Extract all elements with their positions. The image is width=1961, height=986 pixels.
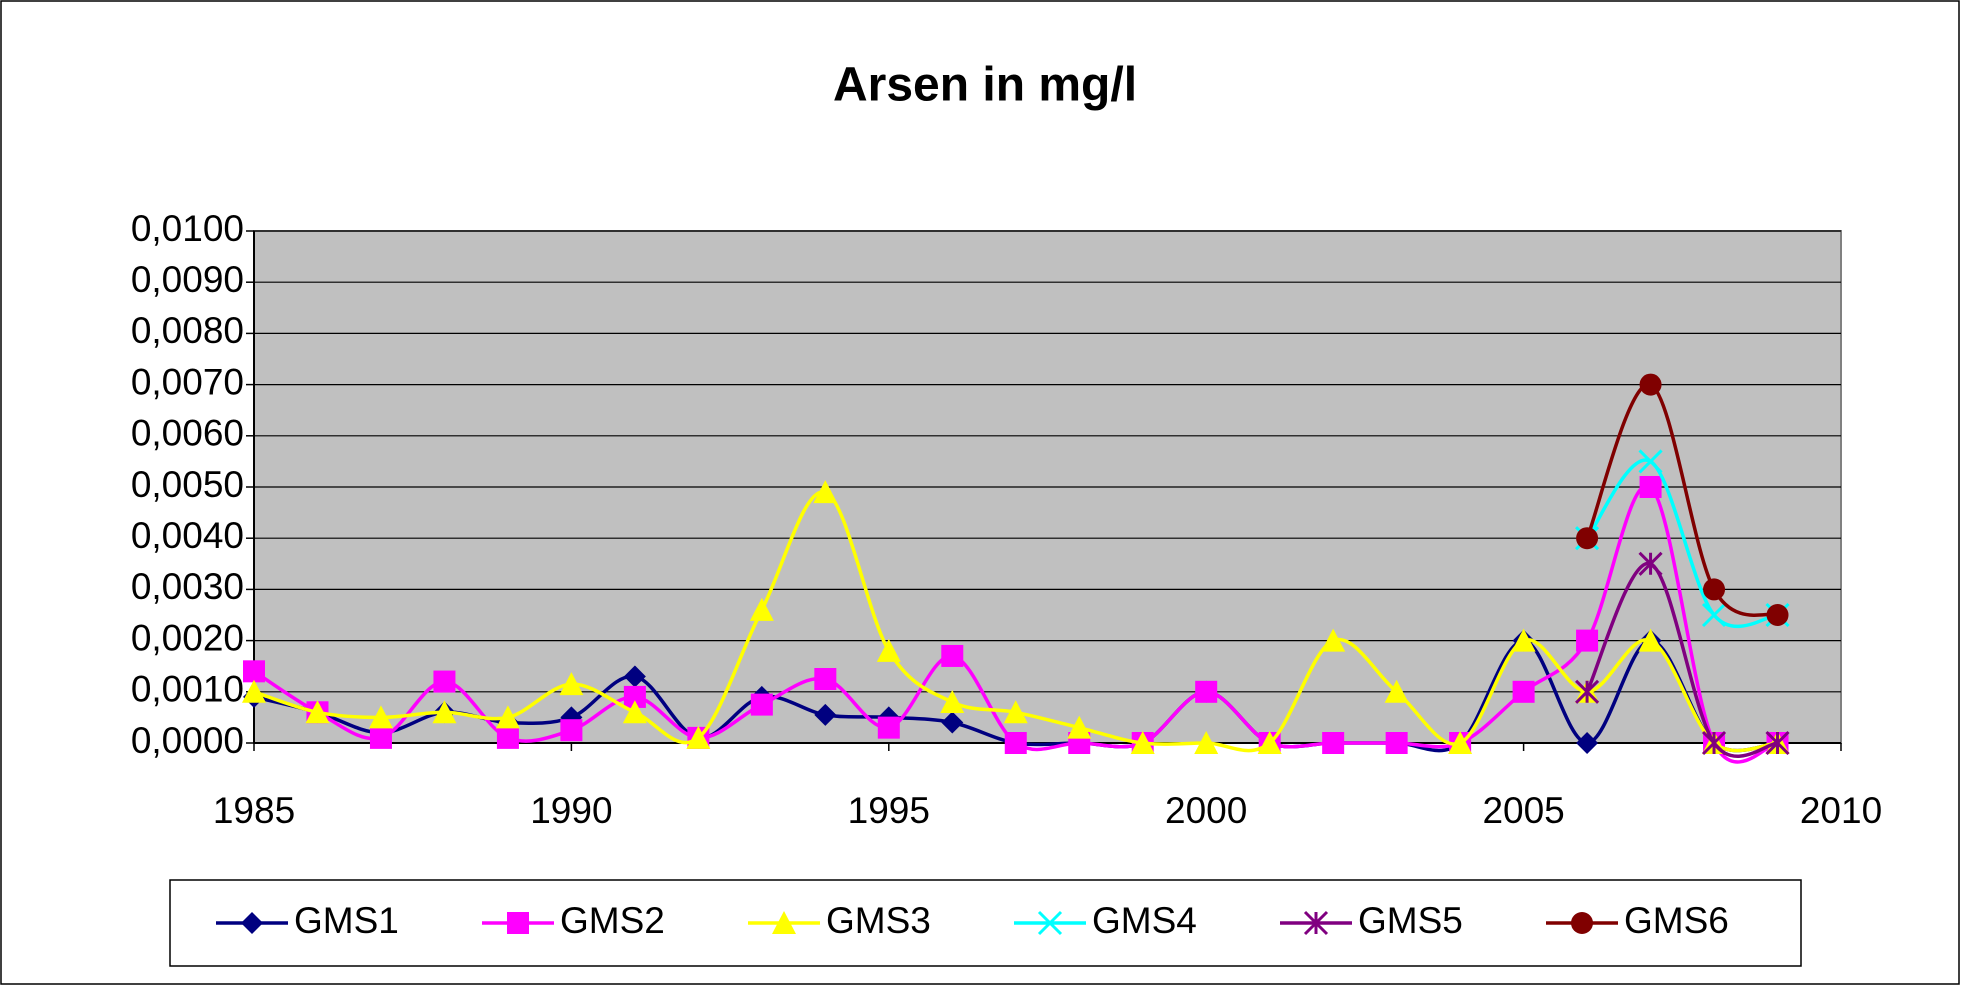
legend-marker [1037, 910, 1063, 936]
y-tick-label: 0,0060 [131, 413, 244, 454]
marker [1257, 731, 1282, 754]
marker [813, 480, 838, 504]
marker [749, 597, 774, 621]
marker [368, 705, 393, 729]
y-tick-label: 0,0040 [131, 515, 244, 556]
y-tick-label: 0,0050 [131, 464, 244, 505]
marker [1575, 679, 1600, 704]
series-line [1585, 458, 1778, 629]
marker [622, 700, 647, 724]
chart-title: Arsen in mg/l [833, 59, 1137, 112]
x-tick-label: 1995 [848, 790, 930, 831]
marker [1322, 732, 1345, 754]
series-line [1585, 562, 1778, 758]
legend-label: GMS3 [826, 900, 931, 941]
marker [814, 703, 837, 726]
marker [1194, 731, 1219, 754]
marker [495, 705, 520, 729]
marker [623, 665, 646, 688]
y-tick-label: 0,0020 [131, 617, 244, 658]
x-tick-label: 1990 [530, 790, 612, 831]
marker [1003, 700, 1028, 724]
legend-label: GMS2 [560, 900, 665, 941]
marker [1576, 629, 1599, 652]
marker [623, 685, 646, 708]
y-tick-label: 0,0010 [131, 669, 244, 710]
legend-label: GMS4 [1092, 900, 1197, 941]
x-tick-label: 1985 [213, 790, 295, 831]
marker [369, 726, 392, 749]
marker [1576, 527, 1599, 550]
marker [941, 711, 964, 734]
marker [1576, 732, 1599, 754]
marker [496, 726, 519, 749]
legend-label: GMS1 [294, 900, 399, 941]
x-tick-label: 2005 [1482, 790, 1564, 831]
marker [1638, 551, 1663, 576]
marker [1511, 628, 1536, 652]
marker [1638, 449, 1663, 474]
marker [433, 670, 456, 693]
x-tick-label: 2000 [1165, 790, 1247, 831]
y-tick-label: 0,0070 [131, 361, 244, 402]
legend-marker [241, 912, 263, 934]
marker [1766, 604, 1789, 626]
legend-marker [772, 911, 796, 934]
series-line [1585, 382, 1779, 617]
marker [750, 693, 773, 716]
y-tick-label: 0,0030 [131, 566, 244, 607]
marker [1639, 476, 1662, 498]
y-tick-label: 0,0000 [131, 720, 244, 761]
marker [1385, 732, 1408, 754]
x-tick-label: 2010 [1800, 790, 1882, 831]
legend-marker [1303, 910, 1329, 936]
marker [1701, 730, 1727, 756]
marker [1195, 680, 1218, 703]
legend-marker [507, 912, 529, 934]
marker [940, 690, 965, 714]
marker [1703, 578, 1726, 601]
marker [1130, 731, 1155, 754]
marker [814, 668, 837, 690]
marker [305, 700, 330, 724]
marker [432, 700, 457, 724]
marker [877, 716, 900, 739]
marker [1639, 373, 1662, 396]
marker [941, 644, 964, 667]
legend-label: GMS5 [1358, 900, 1463, 941]
marker [876, 638, 901, 662]
marker [560, 719, 583, 742]
marker [1067, 715, 1092, 739]
marker [1321, 628, 1346, 652]
legend-marker [1571, 912, 1593, 934]
marker [1765, 730, 1790, 756]
y-tick-label: 0,0100 [131, 208, 244, 249]
marker [242, 679, 266, 703]
y-tick-label: 0,0090 [131, 259, 244, 300]
y-tick-label: 0,0080 [131, 310, 244, 351]
marker [1701, 602, 1727, 628]
marker [1512, 680, 1535, 703]
marker [559, 672, 584, 696]
marker [1004, 732, 1027, 754]
legend-box [169, 879, 1802, 967]
series-line [253, 638, 1778, 753]
marker [1384, 679, 1409, 703]
marker [1448, 731, 1473, 754]
legend-label: GMS6 [1624, 900, 1729, 941]
marker [686, 725, 711, 749]
marker [243, 660, 265, 683]
marker [1638, 628, 1663, 652]
